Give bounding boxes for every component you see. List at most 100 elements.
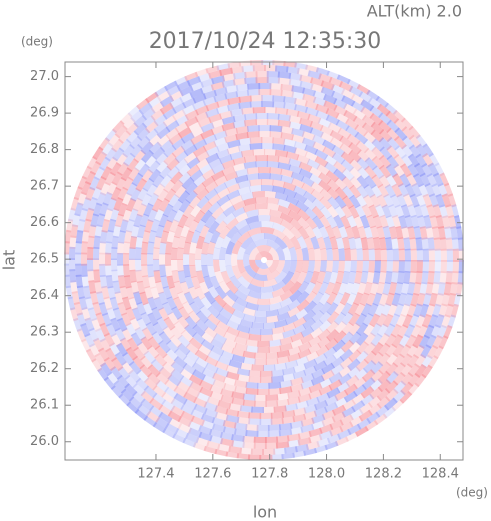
echo-cell: [280, 174, 294, 184]
echo-cell: [232, 114, 247, 123]
echo-cell: [159, 174, 173, 188]
echo-cell: [447, 215, 457, 230]
echo-cell: [271, 375, 285, 383]
echo-cell: [356, 248, 363, 261]
echo-cell: [310, 270, 320, 285]
echo-cell: [179, 85, 194, 97]
echo-cell: [266, 315, 279, 323]
echo-cell: [422, 142, 435, 158]
echo-cell: [165, 120, 180, 133]
echo-cell: [242, 441, 256, 449]
echo-cell: [416, 292, 426, 307]
echo-cell: [353, 376, 367, 390]
echo-cell: [326, 320, 339, 334]
echo-cell: [381, 302, 392, 317]
echo-cell: [309, 327, 324, 340]
echo-cell: [322, 139, 336, 151]
echo-cell: [111, 247, 118, 260]
echo-cell: [235, 89, 250, 98]
echo-cell: [385, 292, 395, 307]
echo-cell: [304, 151, 319, 162]
echo-cell: [183, 241, 191, 255]
echo-cell: [368, 204, 379, 219]
echo-cell: [231, 434, 245, 442]
echo-cell: [402, 314, 413, 329]
echo-cell: [450, 226, 458, 240]
echo-cell: [371, 146, 385, 161]
echo-cell: [307, 260, 315, 273]
echo-cell: [254, 310, 268, 317]
echo-cell: [394, 225, 404, 240]
echo-cell: [211, 118, 225, 129]
echo-cell: [269, 215, 284, 225]
echo-cell: [420, 344, 432, 359]
echo-cell: [93, 246, 100, 260]
echo-cell: [376, 281, 385, 296]
echo-cell: [344, 225, 355, 240]
echo-cell: [276, 355, 290, 365]
echo-cell: [352, 108, 367, 121]
echo-cell: [334, 389, 349, 402]
echo-cell: [129, 144, 143, 158]
echo-cell: [316, 236, 326, 250]
echo-cell: [405, 334, 417, 349]
echo-cell: [222, 426, 237, 435]
echo-cell: [416, 215, 426, 229]
echo-cell: [246, 173, 260, 181]
echo-cell: [153, 296, 164, 311]
echo-cell: [362, 323, 375, 337]
echo-cell: [400, 381, 414, 396]
echo-cell: [268, 302, 283, 311]
echo-cell: [190, 126, 205, 138]
echo-cell: [73, 301, 83, 316]
echo-cell: [248, 327, 262, 335]
echo-cell: [271, 332, 285, 341]
echo-cell: [177, 342, 191, 356]
echo-cell: [244, 241, 257, 255]
echo-cell: [158, 366, 173, 380]
echo-cell: [452, 260, 459, 274]
echo-cell: [163, 179, 176, 194]
echo-cell: [144, 219, 154, 233]
echo-cell: [211, 163, 226, 175]
echo-cell: [405, 172, 418, 188]
echo-cell: [280, 168, 294, 178]
echo-cell: [301, 247, 309, 261]
echo-cell: [81, 252, 88, 266]
echo-cell: [93, 269, 101, 283]
echo-cell: [151, 198, 163, 213]
echo-cell: [372, 292, 383, 307]
echo-cell: [392, 173, 404, 188]
echo-cell: [367, 302, 379, 317]
echo-cell: [170, 171, 184, 185]
echo-cell: [341, 311, 354, 326]
echo-cell: [179, 281, 190, 295]
echo-cell: [340, 302, 353, 317]
echo-cell: [421, 163, 433, 178]
echo-cell: [81, 263, 88, 278]
echo-cell: [289, 289, 303, 303]
echo-cell: [132, 355, 145, 370]
echo-cell: [349, 184, 362, 199]
echo-cell: [133, 291, 143, 305]
echo-cell: [117, 274, 126, 289]
echo-cell: [292, 456, 307, 460]
echo-cell: [195, 436, 210, 447]
echo-cell: [378, 361, 392, 375]
echo-cell: [347, 366, 361, 379]
echo-cell: [434, 260, 441, 274]
echo-cell: [307, 70, 322, 80]
echo-cell: [249, 259, 260, 273]
echo-cell: [212, 259, 221, 273]
echo-cell: [207, 313, 221, 326]
echo-cell: [263, 322, 276, 329]
echo-cell: [335, 112, 350, 125]
echo-cell: [404, 183, 416, 198]
echo-cell: [276, 392, 290, 401]
y-tick-label: 26.3: [30, 325, 59, 340]
echo-cell: [159, 264, 167, 278]
echo-cell: [174, 150, 189, 164]
echo-cell: [291, 91, 306, 100]
echo-cell: [215, 313, 230, 325]
echo-cell: [355, 140, 370, 154]
